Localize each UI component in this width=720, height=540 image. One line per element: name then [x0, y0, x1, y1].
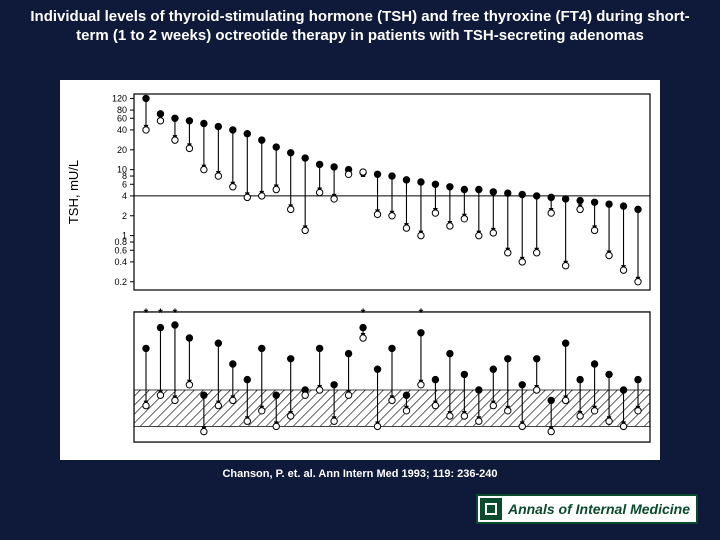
svg-text:4: 4 [122, 191, 127, 201]
svg-text:120: 120 [112, 93, 127, 103]
journal-name: Annals of Internal Medicine [508, 501, 690, 517]
svg-text:80: 80 [117, 105, 127, 115]
journal-logo-icon [480, 498, 502, 520]
svg-text:TSH, mU/L: TSH, mU/L [66, 160, 81, 224]
svg-text:*: * [144, 306, 149, 320]
svg-text:2: 2 [122, 211, 127, 221]
slide: Individual levels of thyroid-stimulating… [0, 0, 720, 540]
citation-text: Chanson, P. et. al. Ann Intern Med 1993;… [0, 468, 720, 480]
svg-text:*: * [361, 306, 366, 320]
figure-panel: TSH, mU/LFT₄, pmol/L0.20.40.60.812468102… [60, 80, 660, 460]
svg-text:*: * [419, 306, 424, 320]
slide-title: Individual levels of thyroid-stimulating… [20, 8, 700, 46]
svg-text:*: * [158, 306, 163, 320]
svg-text:*: * [173, 306, 178, 320]
svg-text:1: 1 [122, 231, 127, 241]
svg-text:0.2: 0.2 [114, 277, 127, 287]
journal-badge: Annals of Internal Medicine [476, 494, 698, 524]
svg-text:0.4: 0.4 [114, 257, 127, 267]
svg-text:10: 10 [117, 165, 127, 175]
svg-text:20: 20 [117, 145, 127, 155]
svg-text:40: 40 [117, 125, 127, 135]
chart-svg: TSH, mU/LFT₄, pmol/L0.20.40.60.812468102… [60, 80, 660, 460]
